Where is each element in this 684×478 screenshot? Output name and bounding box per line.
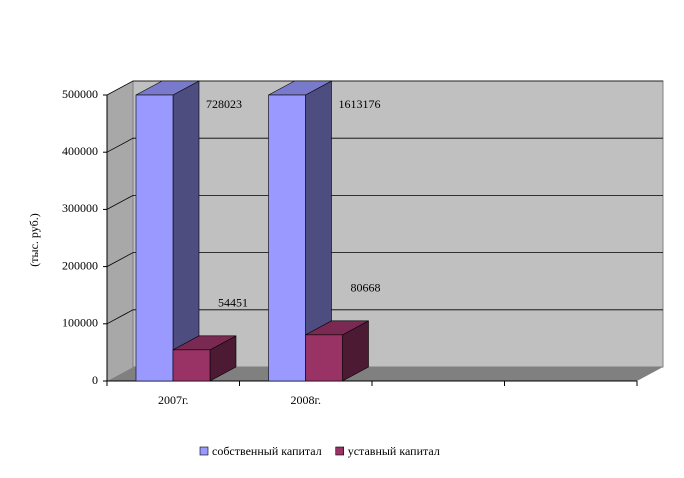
data-label: 80668 [351,281,381,295]
bar [172,349,211,382]
y-tick-label: 400000 [62,144,98,158]
y-tick-label: 200000 [62,258,98,272]
floor [107,367,663,381]
bar [135,94,174,382]
grid-line [106,309,663,325]
side-wall [107,81,133,381]
legend-label: уставный капитал [348,444,440,458]
back-wall [132,80,664,368]
bar [305,334,343,382]
y-tick-label: 100000 [62,316,98,330]
data-label: 54451 [218,296,248,310]
x-tick-label: 2008г. [290,393,321,407]
legend-label: собственный капитал [212,444,322,458]
y-tick-label: 500000 [62,87,98,101]
bar-side [172,80,200,382]
y-axis-label: (тыс. руб.) [27,213,41,266]
y-tick-label: 300000 [62,201,98,215]
y-tick-label: 0 [92,373,98,387]
legend-swatch [199,446,209,456]
grid-line [106,80,663,96]
grid-line [106,194,663,210]
legend-swatch [335,446,345,456]
data-label: 1613176 [339,97,381,111]
x-tick-label: 2007г. [158,393,189,407]
data-label: 728023 [206,97,242,111]
grid-line [106,137,663,153]
grid-line [106,252,663,267]
bar [268,94,306,382]
